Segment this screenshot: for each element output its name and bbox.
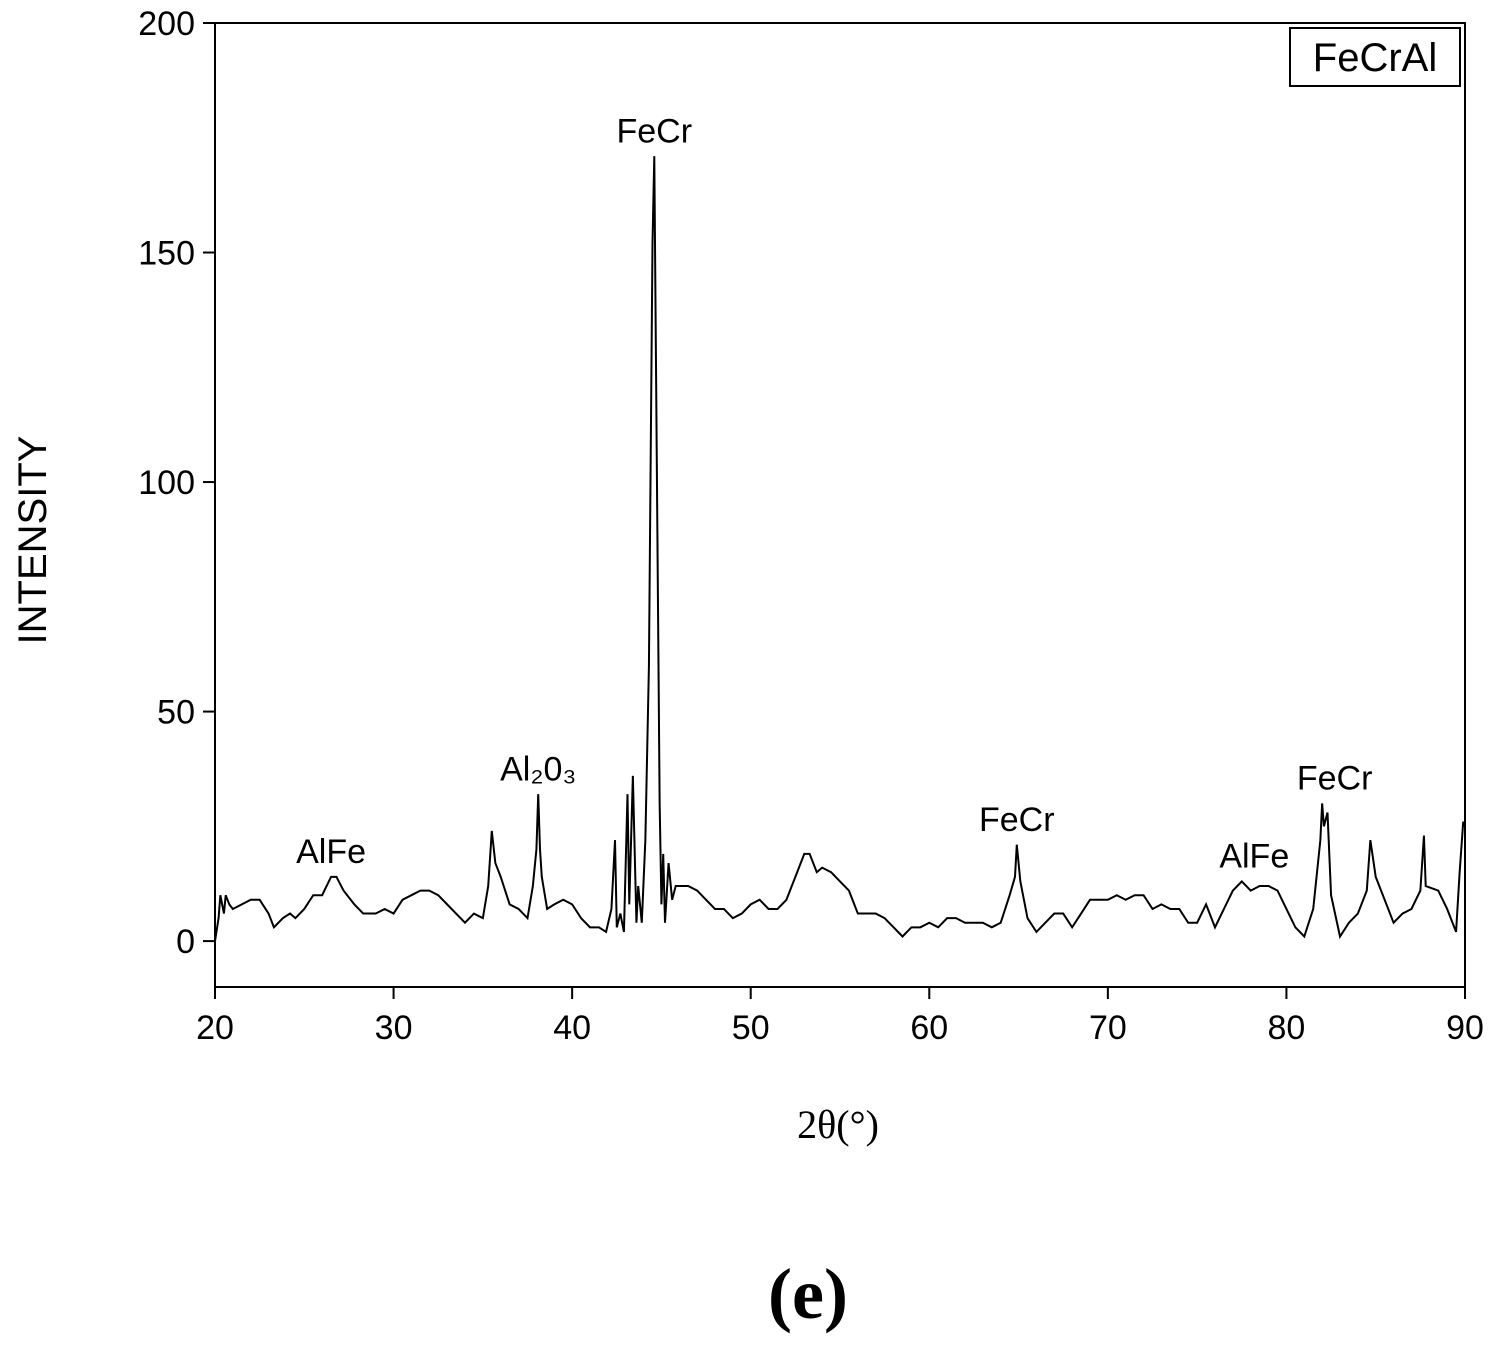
annotation: FeCr [617, 112, 693, 150]
legend-label: FeCrAl [1313, 36, 1437, 80]
x-tick-label: 60 [910, 1009, 948, 1047]
x-tick-label: 50 [732, 1009, 770, 1047]
annotation: Al₂0₃ [500, 750, 576, 788]
legend-box [1289, 27, 1461, 87]
x-axis-label: 2θ(°) [797, 1102, 879, 1147]
y-tick-label: 0 [176, 923, 195, 961]
y-tick-label: 100 [138, 464, 195, 502]
x-tick-label: 30 [375, 1009, 413, 1047]
annotation: AlFe [1219, 838, 1289, 876]
x-tick-label: 80 [1268, 1009, 1306, 1047]
y-tick-label: 200 [138, 5, 195, 43]
caption: (e) [768, 1254, 848, 1334]
annotation: FeCr [1297, 760, 1373, 798]
annotation: FeCr [979, 801, 1055, 839]
y-tick-label: 150 [138, 235, 195, 273]
y-axis-label: INTENSITY [11, 436, 55, 645]
x-tick-label: 90 [1446, 1009, 1484, 1047]
annotation: AlFe [296, 833, 366, 871]
x-tick-label: 40 [553, 1009, 591, 1047]
data-line [214, 156, 1466, 942]
x-tick-label: 20 [196, 1009, 234, 1047]
plot-frame [214, 22, 1466, 988]
y-tick-label: 50 [157, 694, 195, 732]
x-tick-label: 70 [1089, 1009, 1127, 1047]
